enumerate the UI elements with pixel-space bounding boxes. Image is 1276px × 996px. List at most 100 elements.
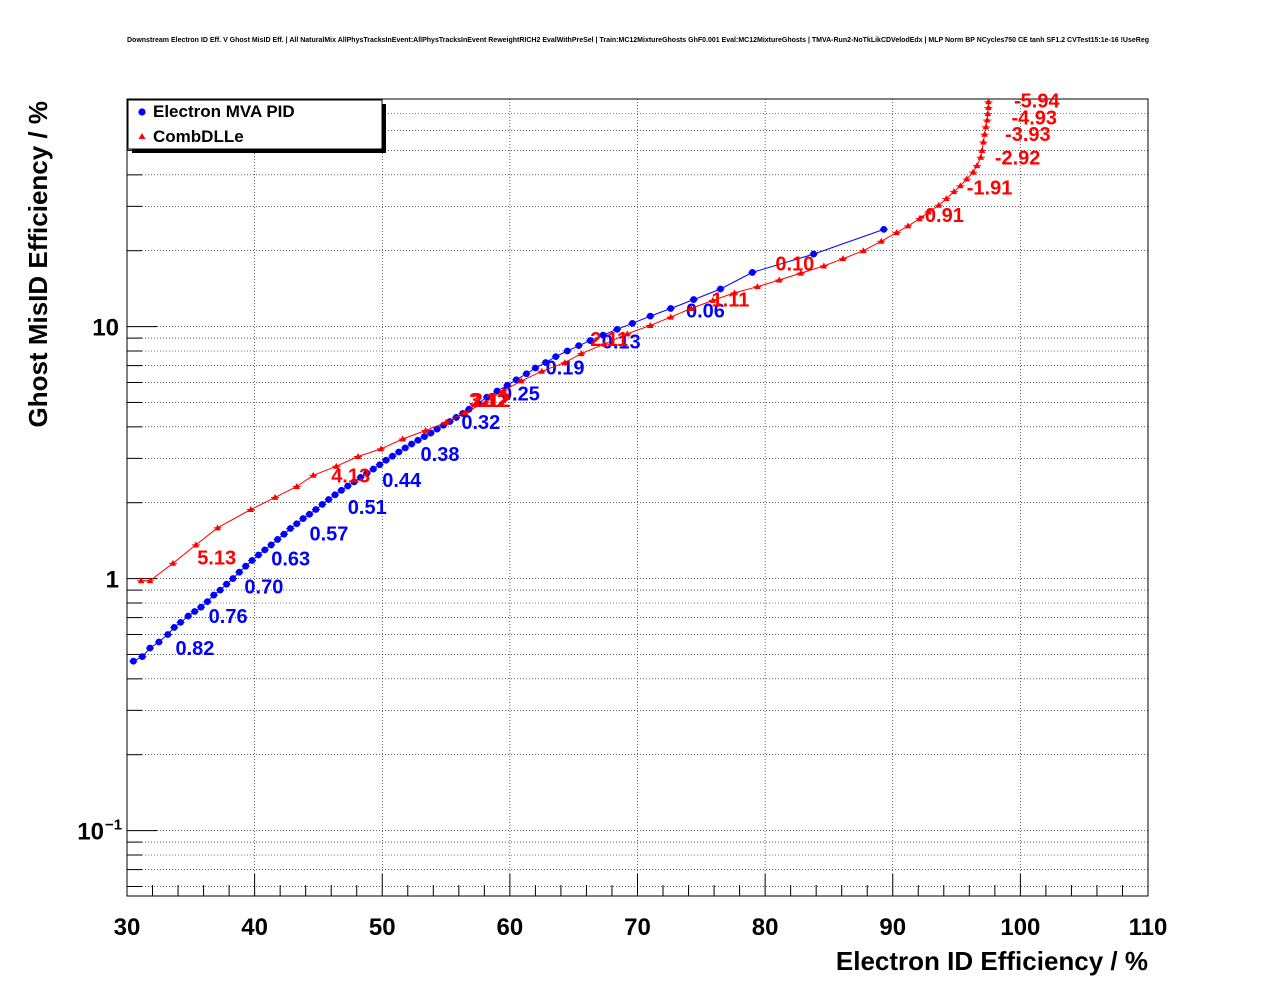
data-point: [878, 237, 885, 244]
data-point: [357, 474, 364, 481]
data-point: [963, 175, 970, 182]
data-point: [210, 591, 218, 599]
data-label: -1.91: [967, 177, 1013, 199]
data-point: [599, 331, 607, 339]
data-label: 2.11: [590, 329, 628, 351]
data-point: [420, 433, 428, 440]
data-point: [235, 568, 243, 576]
data-point: [401, 444, 409, 452]
data-point: [552, 353, 560, 361]
grid: [127, 98, 1148, 896]
data-point: [399, 435, 406, 442]
data-point: [261, 546, 269, 554]
data-point: [860, 247, 867, 254]
x-tick-label: 60: [497, 914, 524, 941]
data-point: [214, 524, 221, 531]
data-point: [957, 182, 964, 189]
data-point: [318, 500, 326, 508]
data-point: [344, 482, 352, 490]
data-label: 0.76: [209, 606, 248, 628]
data-label: 0.19: [546, 358, 585, 380]
data-label: 0.13: [602, 332, 641, 354]
data-point: [977, 153, 985, 160]
data-point: [170, 624, 178, 631]
x-tick-label: 70: [624, 914, 651, 941]
data-point: [280, 530, 288, 538]
data-point: [146, 577, 154, 584]
data-point: [690, 296, 698, 303]
legend-marker-circle: [138, 108, 146, 116]
data-point: [333, 462, 340, 469]
data-point: [880, 226, 888, 233]
data-label: -2.92: [995, 148, 1041, 170]
data-point: [433, 425, 441, 433]
data-series: 0.82 0.76 0.70 0.630.57 0.51 0.44 0.380.320.25…: [129, 91, 1060, 665]
data-point: [983, 116, 991, 123]
data-label: -0.91: [918, 205, 964, 227]
data-point: [748, 269, 756, 276]
data-point: [204, 598, 211, 606]
data-point: [980, 138, 987, 145]
data-point: [247, 505, 254, 512]
chart-title: Downstream Electron ID Eff. V Ghost MisI…: [127, 37, 1149, 44]
data-point: [155, 638, 163, 646]
data-point: [624, 330, 631, 337]
data-point: [306, 510, 313, 518]
data-point: [985, 104, 992, 111]
data-point: [267, 541, 275, 549]
legend-entry-0: Electron MVA PID: [153, 102, 295, 121]
legend-box: [127, 99, 383, 150]
x-tick-label: 100: [1000, 914, 1040, 941]
data-point: [325, 496, 333, 503]
data-point: [223, 580, 230, 588]
data-point: [731, 289, 738, 296]
data-point: [578, 350, 585, 357]
y-tick-label: 10: [77, 819, 104, 846]
data-point: [523, 370, 530, 378]
data-point: [628, 319, 636, 327]
data-point: [904, 222, 912, 229]
data-point: [754, 283, 761, 290]
data-point: [709, 296, 716, 303]
data-point: [483, 393, 491, 401]
data-point: [274, 536, 281, 543]
data-point: [561, 359, 568, 366]
data-point: [414, 436, 422, 444]
data-label: 0.51: [348, 497, 387, 519]
data-point: [982, 123, 990, 130]
data-point: [667, 305, 675, 312]
data-point: [563, 347, 571, 355]
data-point: [978, 146, 986, 153]
data-point: [293, 520, 301, 528]
data-point: [369, 465, 377, 473]
data-point: [197, 603, 205, 611]
data-point: [493, 387, 501, 395]
data-point: [354, 453, 362, 460]
data-point: [647, 321, 654, 328]
data-point: [129, 657, 137, 665]
data-point: [271, 493, 279, 500]
series-line: [141, 101, 989, 582]
x-tick-label: 30: [114, 914, 141, 941]
data-point: [797, 269, 805, 276]
data-label: 1.11: [712, 290, 750, 312]
x-tick-label: 50: [369, 914, 396, 941]
data-point: [248, 557, 256, 564]
data-point: [646, 312, 654, 320]
data-point: [255, 551, 262, 559]
data-point: [462, 409, 469, 416]
data-point: [973, 162, 981, 169]
data-point: [503, 381, 511, 389]
data-label: 5.13: [197, 548, 236, 570]
data-point: [717, 285, 724, 293]
data-label: 0.57: [310, 523, 349, 545]
data-label: 4.13: [331, 466, 370, 488]
x-tick-label: 40: [241, 914, 268, 941]
data-label: 0.06: [686, 300, 725, 322]
y-axis-title: Ghost MisID Efficiency / %: [23, 101, 53, 428]
data-point: [192, 541, 200, 548]
data-point: [286, 525, 294, 532]
data-label: 0.38: [421, 444, 460, 466]
data-label: 0.25: [501, 384, 540, 406]
